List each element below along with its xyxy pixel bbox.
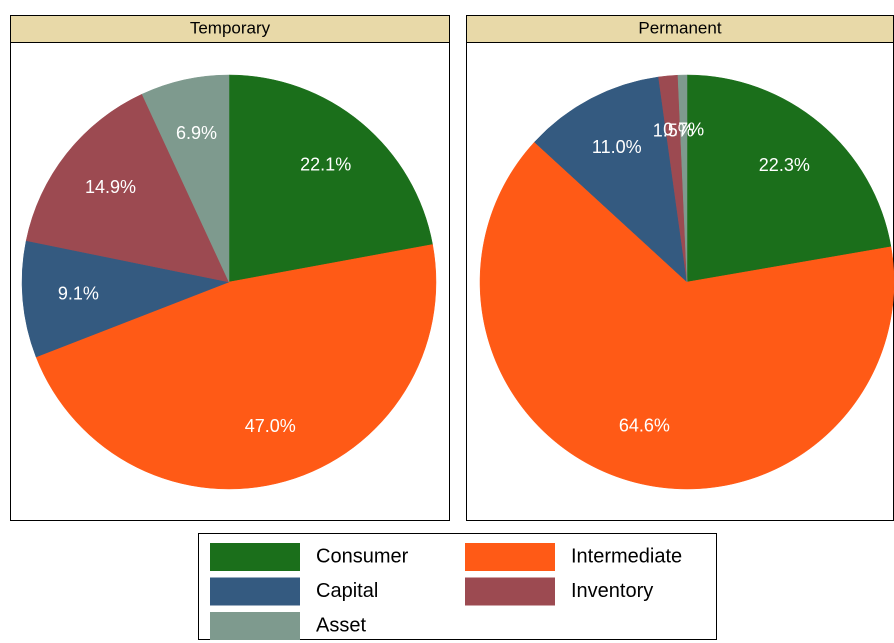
data-label: 6.9% bbox=[176, 123, 217, 143]
data-label: 47.0% bbox=[245, 416, 296, 436]
pie-slice bbox=[677, 74, 688, 283]
legend-label: Consumer bbox=[316, 545, 409, 567]
data-label: 1.5% bbox=[653, 120, 694, 140]
legend-swatch bbox=[210, 612, 300, 640]
data-label: 22.1% bbox=[300, 155, 351, 175]
pie-slice bbox=[534, 76, 688, 283]
legend-swatch bbox=[465, 543, 555, 571]
data-label: 11.0% bbox=[592, 137, 642, 157]
pie-slice bbox=[25, 93, 230, 283]
panel-title: Temporary bbox=[190, 18, 271, 37]
legend-swatch bbox=[465, 577, 555, 606]
legend-label: Inventory bbox=[571, 580, 653, 602]
pie-slice bbox=[479, 141, 894, 490]
pie-slice bbox=[21, 240, 230, 358]
data-label: 22.3% bbox=[759, 155, 810, 175]
panel-header bbox=[10, 15, 450, 43]
data-label: 64.6% bbox=[619, 416, 670, 436]
pie-slice bbox=[686, 74, 892, 283]
legend-swatch bbox=[210, 577, 300, 606]
legend-swatch bbox=[210, 543, 300, 571]
legend-label: Capital bbox=[316, 580, 378, 602]
data-label: 0.7% bbox=[663, 120, 704, 140]
pie-slice bbox=[141, 74, 230, 283]
data-label: 14.9% bbox=[85, 177, 136, 197]
legend-label: Intermediate bbox=[571, 545, 682, 567]
legend-label: Asset bbox=[316, 614, 366, 636]
panel-title: Permanent bbox=[638, 18, 721, 37]
pie-slice bbox=[228, 74, 433, 283]
pie-slice bbox=[35, 244, 437, 490]
data-label: 9.1% bbox=[58, 284, 99, 304]
